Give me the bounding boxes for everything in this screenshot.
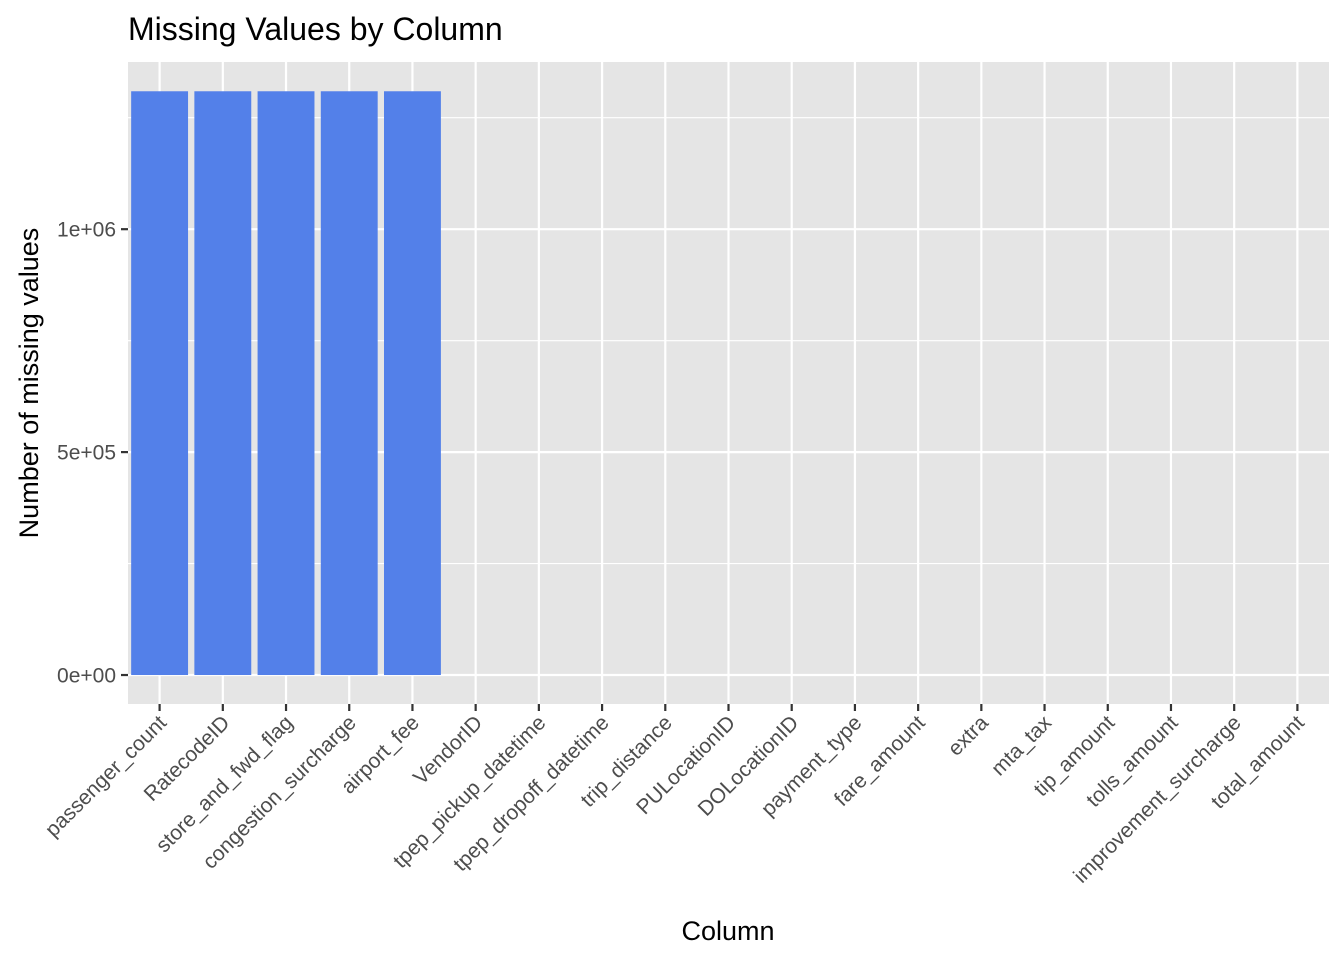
bar: [320, 91, 378, 676]
x-axis: passenger_countRatecodeIDstore_and_fwd_f…: [41, 704, 1309, 888]
y-tick-label: 0e+00: [57, 665, 116, 688]
bar: [257, 91, 315, 676]
x-axis-title: Column: [681, 916, 774, 946]
chart-title: Missing Values by Column: [128, 11, 503, 47]
y-axis-title: Number of missing values: [14, 228, 44, 539]
bars: [131, 91, 441, 676]
x-tick-label: extra: [944, 711, 994, 761]
bar: [131, 91, 189, 676]
bar: [384, 91, 441, 676]
y-tick-label: 5e+05: [57, 442, 116, 465]
y-tick-label: 1e+06: [57, 219, 116, 242]
y-axis: 0e+00 5e+05 1e+06: [57, 219, 128, 688]
bar: [194, 91, 252, 676]
